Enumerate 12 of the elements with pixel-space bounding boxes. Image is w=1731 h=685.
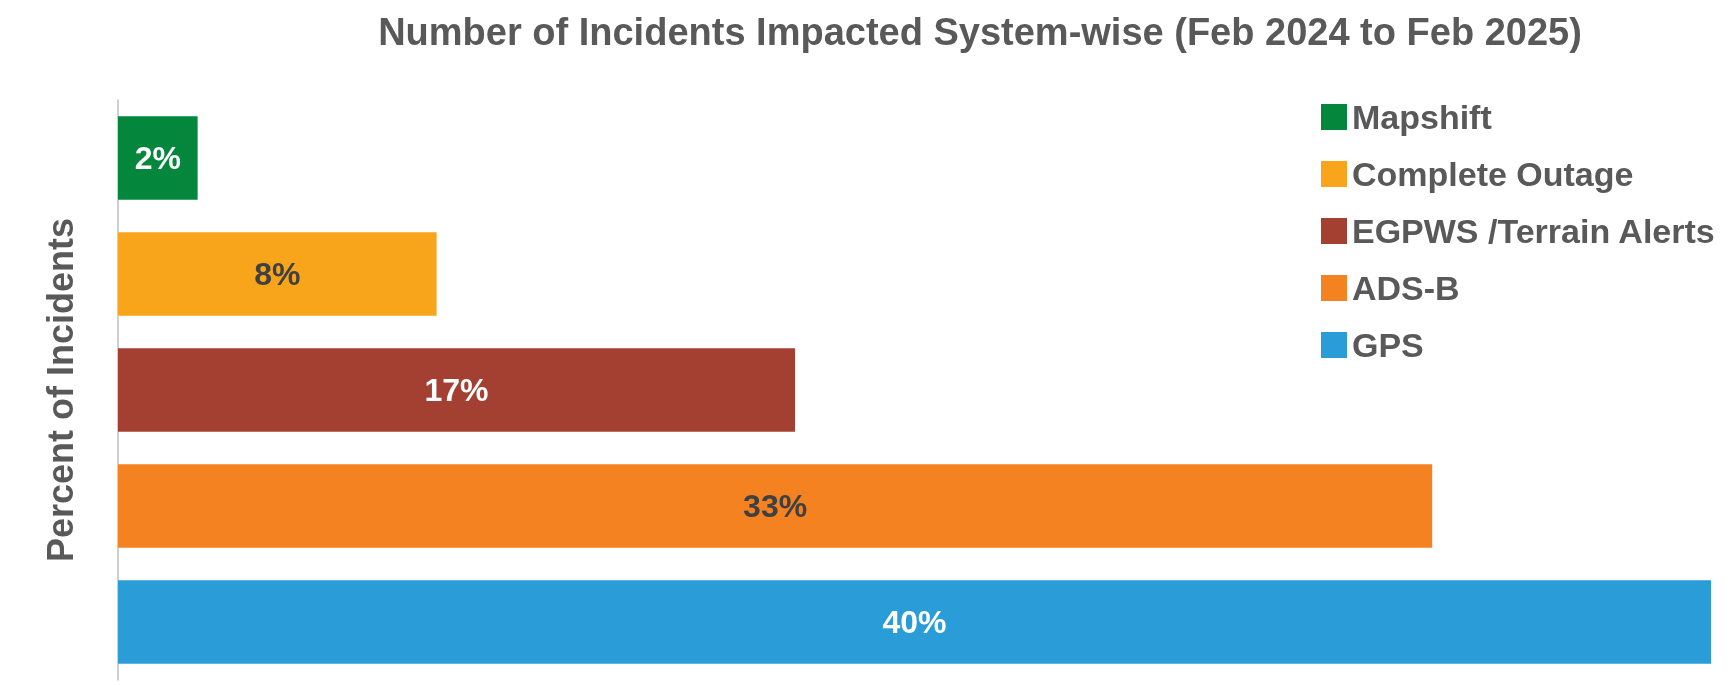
legend-label: ADS-B [1351,269,1460,307]
data-label: 2% [134,140,181,176]
data-label: 17% [424,372,489,408]
chart-title: Number of Incidents Impacted System-wise (Feb 2024 to Feb 2025) [378,11,1582,53]
data-label: 33% [743,488,808,524]
legend-label: EGPWS /Terrain Alerts [1351,212,1715,250]
legend-label: GPS [1351,326,1424,364]
legend-label: Complete Outage [1351,155,1634,193]
y-axis-title: Percent of Incidents [39,217,81,563]
legend-label: Mapshift [1351,98,1492,136]
data-label: 40% [882,604,947,640]
data-label: 8% [254,256,301,292]
